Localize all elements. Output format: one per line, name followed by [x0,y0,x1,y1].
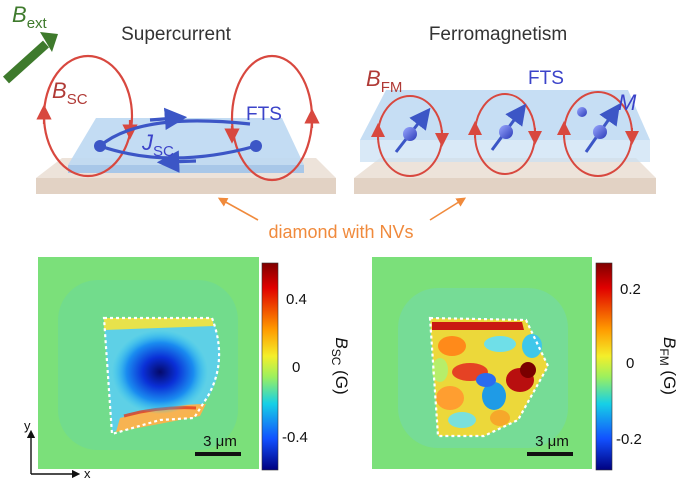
bsc-colorbar: 0.4 0 -0.4 BSC (G) [261,262,351,471]
fts-label-left: FTS [246,104,282,125]
substrate-label: diamond with NVs [268,222,413,242]
bsc-central-minimum [112,330,208,414]
moment-3 [557,91,639,177]
bsc-label: BSC [52,78,88,108]
moment-2 [468,93,542,175]
bext-arrow [2,32,58,84]
ferromagnetism-title: Ferromagnetism [429,24,567,45]
bsc-tick-top: 0.4 [286,291,307,308]
bext-label: Bext [12,2,48,32]
ferromagnetism-panel: Ferromagnetism [354,24,656,194]
xy-axes: y x [24,418,91,481]
m-label: M [618,90,637,115]
bfm-scale-bar-label: 3 μm [535,433,569,450]
bfm-colorbar-label: BFM (G) [657,337,679,395]
bfm-map: 3 μm [372,257,592,469]
bfm-scale-bar [527,452,573,456]
bfm-texture [432,322,542,428]
bsc-scale-bar [195,452,241,456]
supercurrent-title: Supercurrent [121,24,232,45]
moment-1 [371,95,449,177]
bsc-colorbar-label: BSC (G) [329,337,351,394]
x-axis-label: x [84,466,91,481]
bsc-flake-outline [102,316,221,436]
supercurrent-panel: Bext Supercurrent BSC JSC FTS [2,2,336,194]
bsc-map: 3 μm [38,257,259,469]
bfm-flake-outline [428,316,550,438]
bfm-label: BFM [366,66,402,96]
diamond-substrate-right [354,158,656,194]
substrate-annotation: diamond with NVs [217,197,467,242]
bsc-tick-mid: 0 [292,359,300,376]
y-axis-label: y [24,418,31,433]
bfm-tick-top: 0.2 [620,281,641,298]
supercurrent-loop [94,107,262,173]
jsc-label: JSC [141,130,174,160]
fts-flake-right [360,90,650,162]
bsc-colorbar-gradient [261,262,279,471]
fts-label-right: FTS [528,68,564,89]
bfm-colorbar: 0.2 0 -0.2 BFM (G) [595,262,679,471]
bfm-colorbar-gradient [595,262,613,471]
bsc-scale-bar-label: 3 μm [203,433,237,450]
bfm-tick-bottom: -0.2 [616,431,642,448]
bsc-tick-bottom: -0.4 [282,429,308,446]
bfm-tick-mid: 0 [626,355,634,372]
